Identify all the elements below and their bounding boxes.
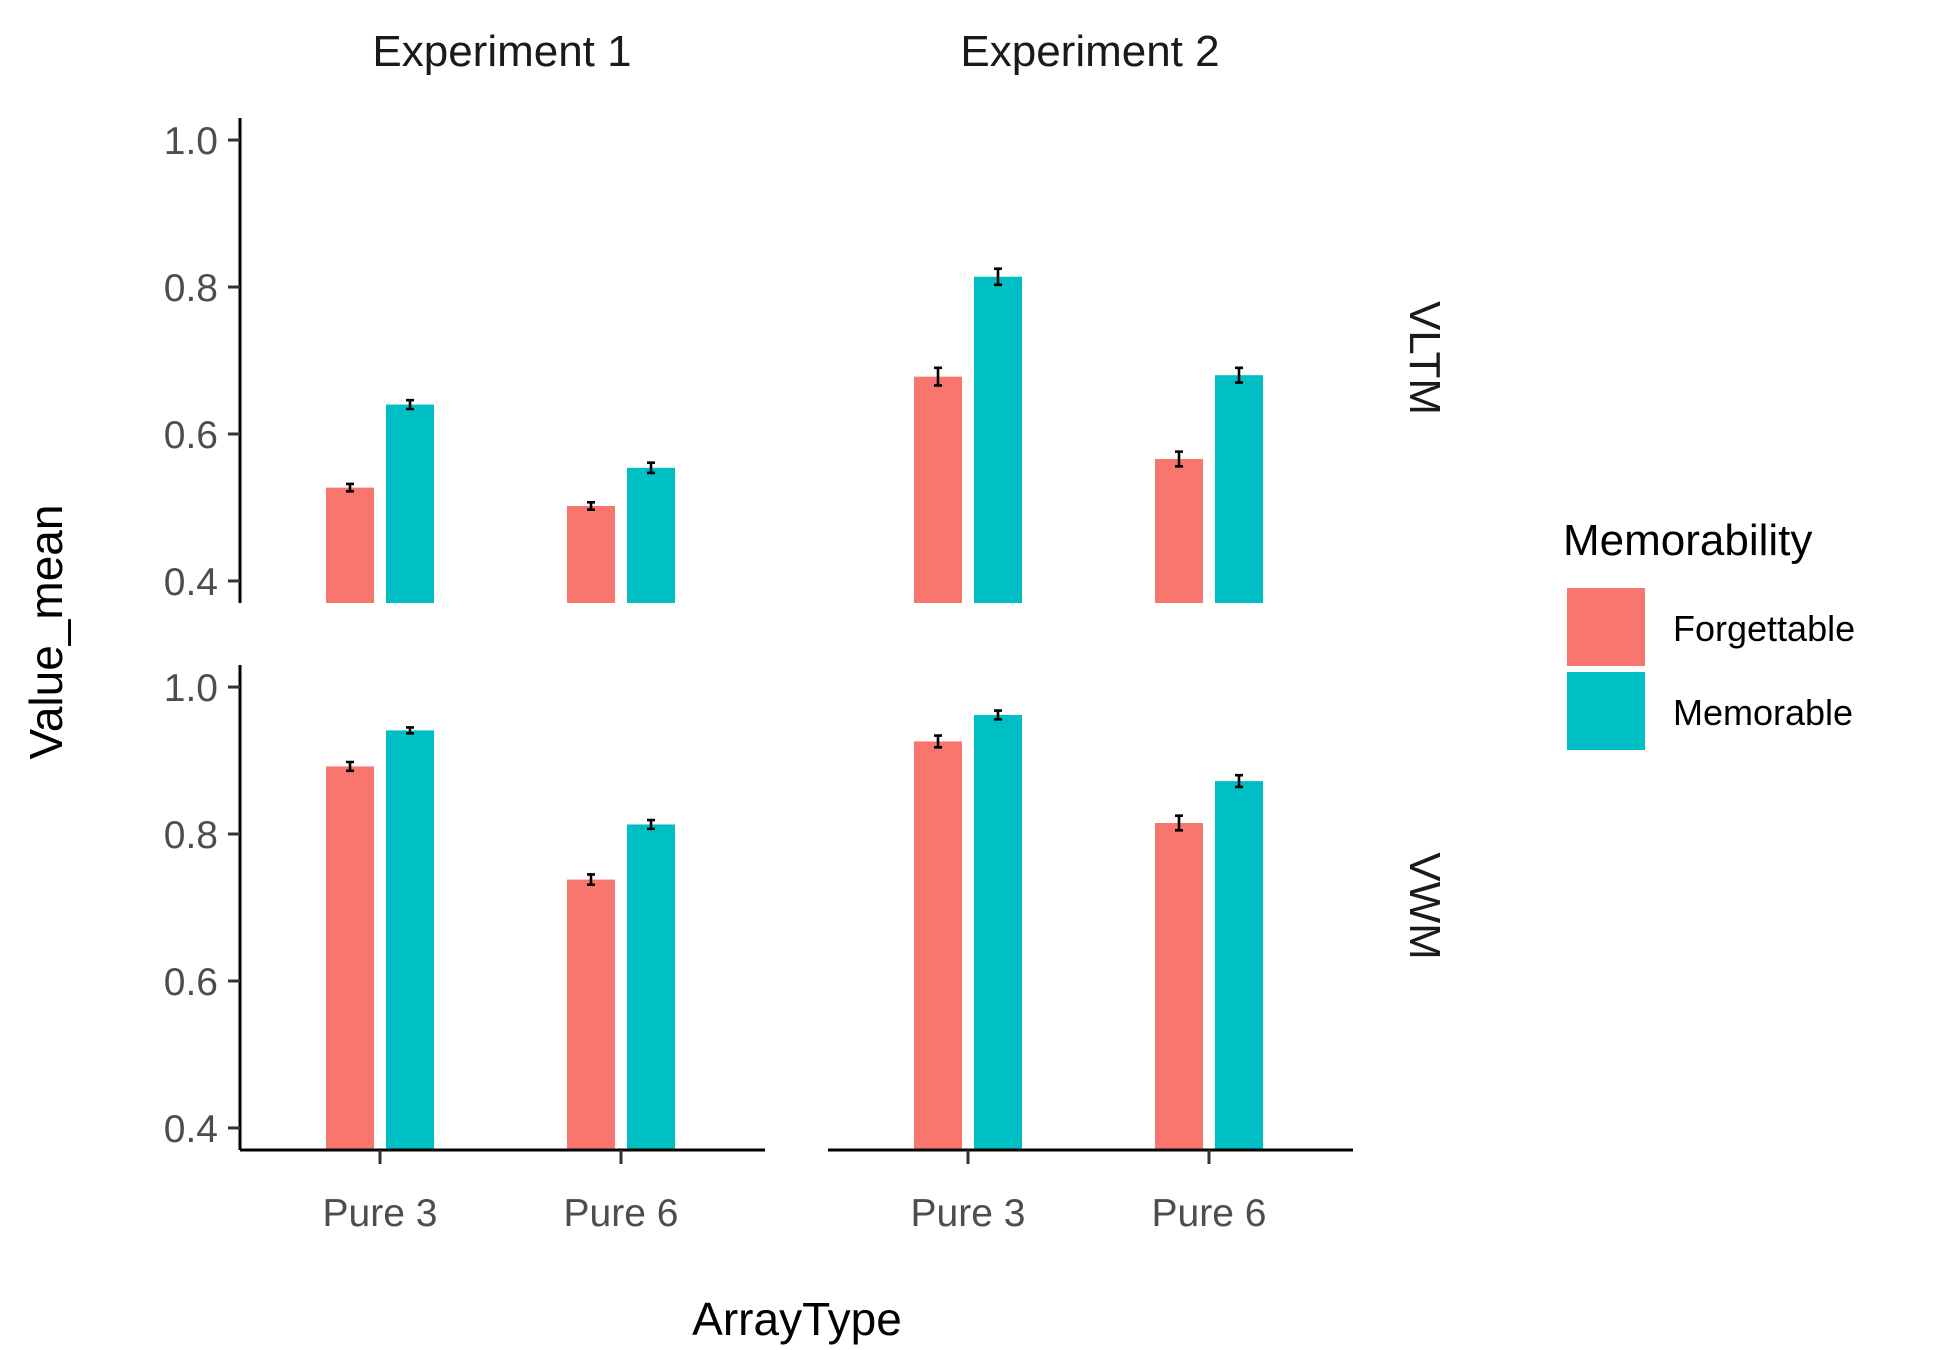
bar-memorable-2 [1215, 375, 1263, 603]
panel-2-2: Pure 3 Pure 6 [828, 709, 1353, 1235]
error-bar-forgettable-1 [346, 482, 354, 493]
y-tick-label: 0.4 [164, 1108, 218, 1151]
legend-title: Memorability [1563, 516, 1812, 565]
bar-forgettable-1 [914, 741, 962, 1150]
y-axis-title: Value_mean [20, 505, 72, 760]
error-bar-forgettable-1 [346, 760, 354, 773]
error-bar-memorable-2 [1235, 366, 1243, 384]
error-bar-forgettable-2 [1175, 450, 1183, 468]
x-tick-label: Pure 3 [323, 1192, 438, 1235]
panel-1-1: 0.4 0.6 0.8 1.0 [164, 118, 675, 604]
strip-label-row-2: VWM [1400, 852, 1449, 960]
x-axis-title: ArrayType [692, 1293, 902, 1345]
bar-memorable-2 [1215, 781, 1263, 1150]
strip-label-row-1: VLTM [1400, 301, 1449, 415]
strip-label-col-1: Experiment 1 [372, 27, 631, 76]
x-tick-label: Pure 6 [1152, 1192, 1267, 1235]
error-bar-memorable-1 [994, 709, 1002, 721]
error-bar-forgettable-1 [934, 734, 942, 749]
error-bar-forgettable-2 [587, 501, 595, 511]
bar-memorable-1 [386, 404, 434, 603]
strip-label-col-2: Experiment 2 [960, 27, 1219, 76]
error-bar-forgettable-2 [587, 873, 595, 887]
panel-2-1: 0.4 0.6 0.8 1.0 Pure 3 Pure 6 [164, 665, 765, 1235]
bar-forgettable-1 [326, 487, 374, 603]
bar-memorable-1 [974, 276, 1022, 603]
bar-memorable-2 [627, 824, 675, 1150]
y-tick-label: 0.4 [164, 561, 218, 604]
bar-forgettable-2 [1155, 458, 1203, 603]
x-tick-label: Pure 6 [564, 1192, 679, 1235]
error-bar-forgettable-1 [934, 366, 942, 387]
y-tick-label: 0.6 [164, 414, 218, 457]
bar-forgettable-2 [1155, 822, 1203, 1150]
error-bar-memorable-2 [1235, 773, 1243, 789]
y-tick-label: 0.8 [164, 814, 218, 857]
legend: Memorability Forgettable Memorable [1563, 516, 1855, 750]
x-tick-label: Pure 3 [911, 1192, 1026, 1235]
bar-memorable-2 [627, 467, 675, 603]
y-tick-label: 1.0 [164, 120, 218, 163]
y-tick-label: 1.0 [164, 667, 218, 710]
bar-memorable-1 [386, 730, 434, 1150]
bar-forgettable-2 [567, 879, 615, 1150]
y-tick-label: 0.6 [164, 961, 218, 1004]
legend-label-forgettable: Forgettable [1673, 608, 1855, 649]
y-tick-label: 0.8 [164, 267, 218, 310]
panel-1-2 [914, 267, 1263, 603]
bar-forgettable-1 [326, 766, 374, 1150]
error-bar-memorable-2 [647, 461, 655, 475]
bar-memorable-1 [974, 714, 1022, 1150]
error-bar-memorable-2 [647, 818, 655, 831]
bar-forgettable-1 [914, 376, 962, 603]
error-bar-memorable-1 [406, 726, 414, 735]
legend-key-forgettable [1567, 588, 1645, 666]
bar-forgettable-2 [567, 506, 615, 603]
legend-key-memorable [1567, 672, 1645, 750]
error-bar-memorable-1 [406, 398, 414, 411]
error-bar-memorable-1 [994, 267, 1002, 287]
error-bar-forgettable-2 [1175, 814, 1183, 832]
legend-label-memorable: Memorable [1673, 692, 1853, 733]
